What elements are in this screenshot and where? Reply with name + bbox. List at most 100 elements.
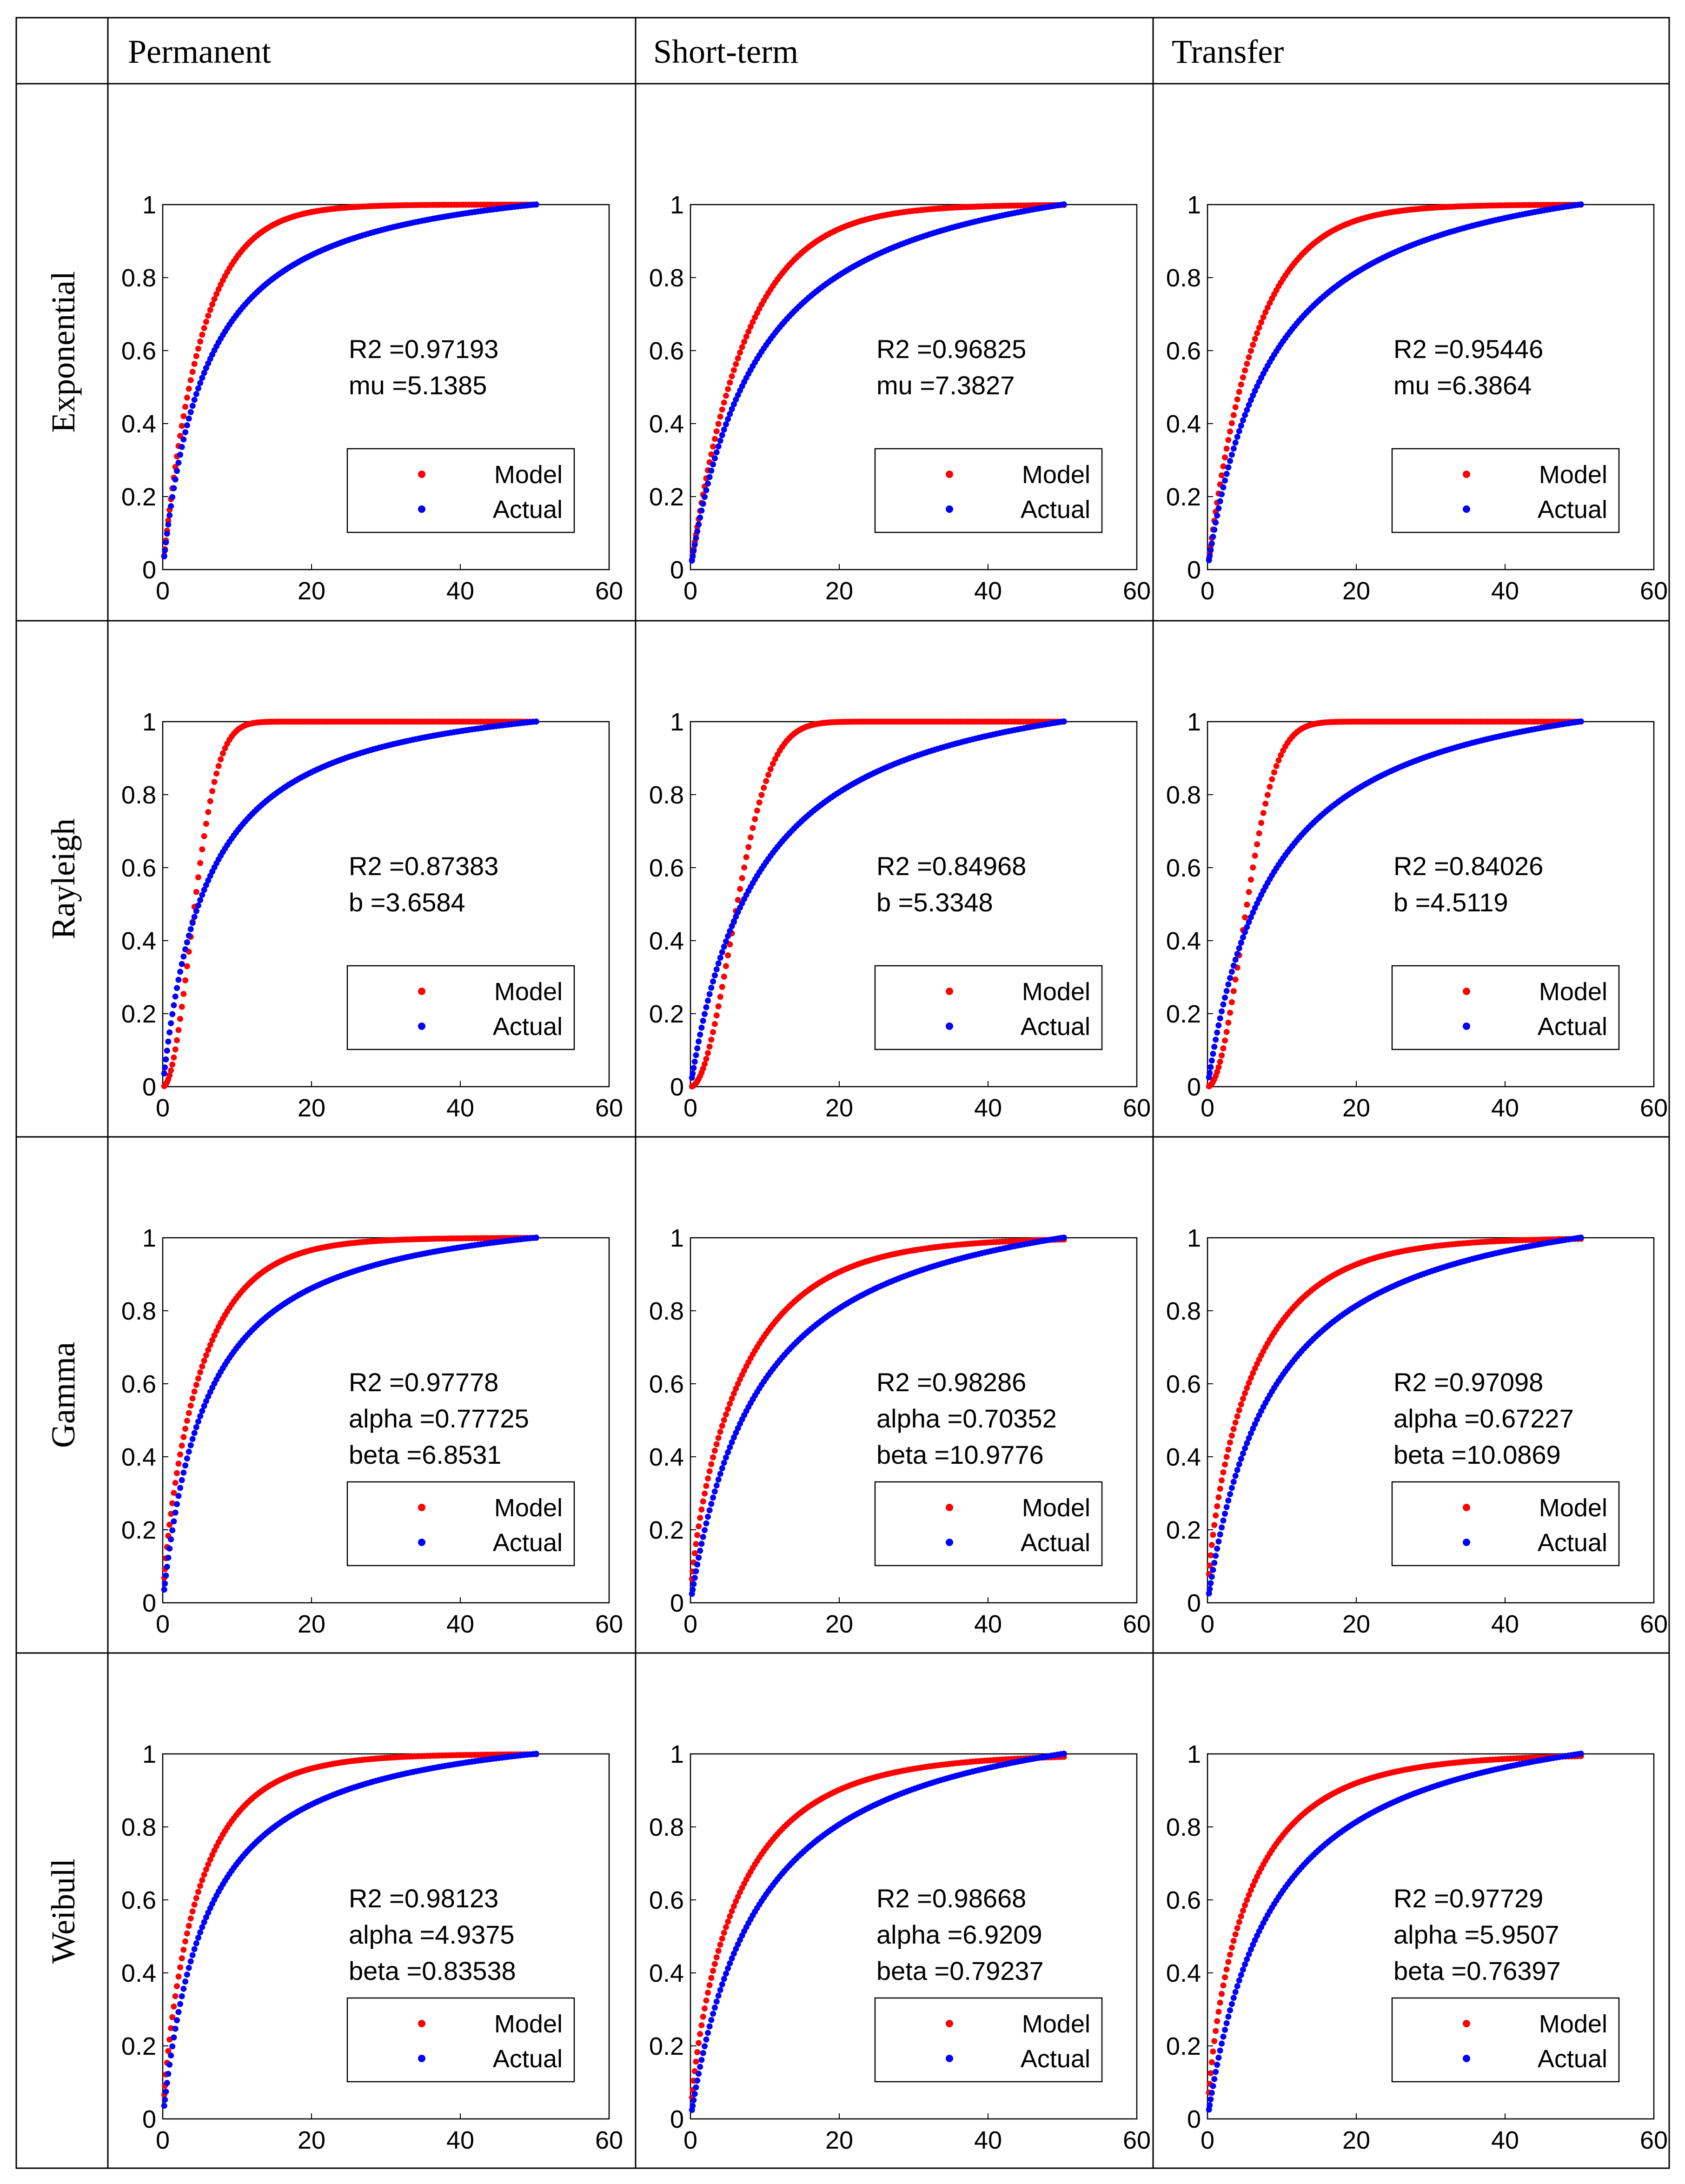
actual-point: [168, 503, 174, 510]
stat-line: beta =0.83538: [349, 1956, 516, 1985]
model-point: [713, 1012, 720, 1019]
actual-point: [169, 1011, 176, 1017]
legend-model-marker: [946, 471, 953, 478]
model-point: [733, 1385, 739, 1392]
model-point: [1211, 1522, 1218, 1528]
actual-point: [162, 1580, 168, 1587]
actual-point: [719, 1981, 725, 1988]
actual-point: [174, 468, 180, 474]
actual-point: [1213, 2069, 1219, 2075]
actual-point: [690, 1065, 697, 1071]
y-tick-label: 0.6: [121, 337, 156, 365]
actual-point: [690, 553, 696, 560]
model-point: [1207, 1552, 1214, 1559]
actual-point: [1228, 1485, 1235, 1491]
actual-point: [1217, 1015, 1223, 1022]
model-point: [715, 1003, 722, 1009]
model-point: [715, 1434, 722, 1441]
actual-point: [729, 406, 735, 412]
model-point: [186, 1410, 192, 1416]
actual-point: [186, 1448, 192, 1455]
model-point: [735, 896, 741, 903]
actual-point: [205, 360, 212, 366]
actual-point: [197, 897, 204, 903]
actual-point: [1230, 1479, 1237, 1485]
model-point: [1244, 1897, 1250, 1903]
series-actual: [689, 201, 1067, 564]
model-point: [729, 373, 735, 379]
x-tick-label: 40: [446, 1094, 474, 1122]
y-tick-label: 0.8: [649, 1297, 684, 1325]
actual-point: [717, 1471, 723, 1477]
model-point: [1222, 1974, 1228, 1980]
actual-point: [184, 939, 190, 946]
x-tick-label: 60: [1640, 577, 1668, 605]
legend-model-marker: [946, 988, 953, 995]
actual-point: [1250, 392, 1256, 398]
model-point: [1246, 1892, 1252, 1898]
actual-point: [1242, 929, 1248, 936]
y-tick-label: 0.6: [1166, 1370, 1201, 1398]
actual-point: [171, 2034, 177, 2041]
model-point: [730, 367, 737, 373]
actual-point: [199, 375, 206, 381]
model-point: [702, 1061, 708, 1067]
model-point: [1260, 810, 1267, 816]
stat-line: R2 =0.87383: [349, 851, 498, 881]
actual-point: [197, 1929, 204, 1936]
actual-point: [201, 1919, 207, 1925]
model-point: [172, 1993, 179, 1999]
actual-point: [733, 1945, 739, 1952]
actual-point: [1578, 201, 1584, 208]
model-point: [1207, 1562, 1213, 1569]
y-tick-label: 0.2: [121, 1000, 156, 1028]
model-point: [203, 1352, 209, 1359]
y-tick-label: 0.6: [1166, 1886, 1201, 1914]
model-point: [1230, 988, 1237, 994]
actual-point: [705, 2030, 711, 2036]
actual-point: [710, 2011, 716, 2017]
actual-point: [1238, 939, 1244, 946]
y-tick-label: 1: [1187, 708, 1201, 736]
model-point: [182, 1426, 189, 1432]
y-tick-label: 0.4: [1166, 1443, 1201, 1471]
x-tick-label: 60: [595, 2126, 623, 2154]
y-tick-label: 0.4: [1166, 927, 1201, 955]
model-point: [197, 1369, 204, 1375]
model-point: [171, 1054, 177, 1061]
x-tick-label: 40: [974, 1610, 1002, 1638]
model-point: [711, 1447, 718, 1454]
model-point: [717, 994, 723, 1000]
x-tick-label: 20: [825, 577, 853, 605]
model-point: [201, 1357, 207, 1364]
actual-point: [1208, 540, 1215, 547]
actual-point: [177, 2001, 184, 2007]
actual-point: [717, 955, 723, 961]
actual-point: [696, 2071, 702, 2077]
actual-point: [1230, 1995, 1237, 2001]
model-point: [1232, 1419, 1239, 1426]
actual-point: [730, 1434, 737, 1441]
legend-model-label: Model: [1539, 461, 1607, 489]
y-tick-label: 0.4: [1166, 410, 1201, 438]
series-actual: [689, 718, 1067, 1081]
model-point: [705, 1475, 711, 1482]
actual-point: [690, 1581, 697, 1587]
actual-point: [169, 1527, 176, 1533]
actual-point: [1217, 2047, 1223, 2054]
model-point: [723, 392, 729, 399]
model-point: [1228, 420, 1235, 426]
actual-point: [1225, 981, 1232, 988]
model-point: [1210, 1532, 1216, 1538]
model-point: [710, 1029, 716, 1036]
legend-actual-label: Actual: [493, 2045, 563, 2073]
model-point: [761, 784, 767, 791]
stat-line: b =4.5119: [1393, 888, 1508, 917]
actual-point: [721, 426, 727, 433]
series-model: [161, 1751, 539, 2098]
y-tick-label: 0.2: [649, 1000, 684, 1028]
y-tick-label: 1: [1187, 1740, 1201, 1768]
actual-point: [697, 1547, 703, 1554]
actual-point: [174, 1501, 180, 1507]
series-actual: [1206, 1751, 1584, 2113]
